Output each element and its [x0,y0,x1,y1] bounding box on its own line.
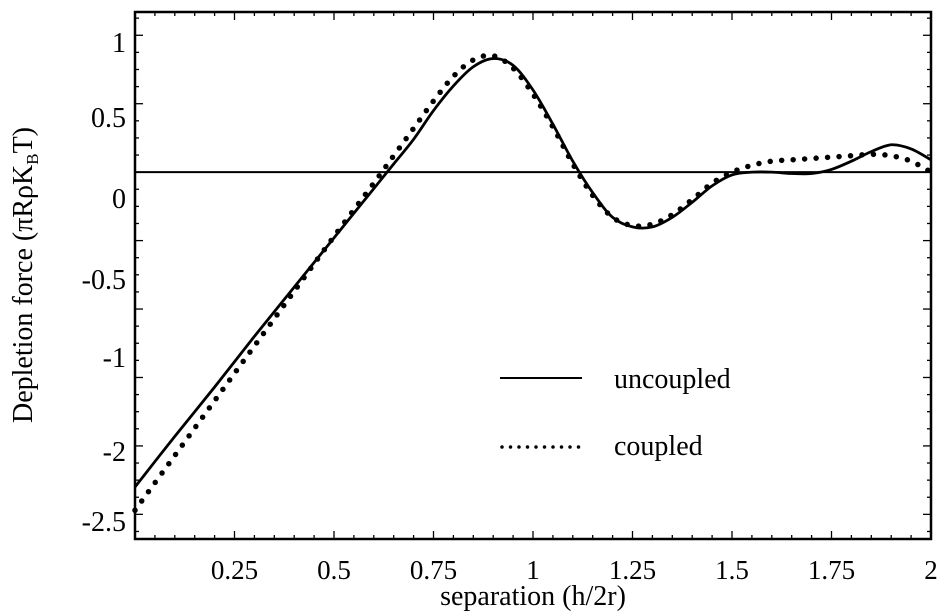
y-tick-label: 1 [112,28,126,59]
y-tick-label: 0.5 [91,103,126,134]
y-tick-label: 0 [112,184,126,215]
x-tick-label: 2 [924,555,938,585]
legend-label-coupled: coupled [614,431,703,462]
y-tick-label: -1 [103,343,126,374]
y-tick-label: -0.5 [82,265,126,296]
x-tick-label: 0.5 [317,555,351,585]
x-tick-label: 1 [526,555,540,585]
series-uncoupled [133,57,932,488]
x-tick-labels: 0.25 0.5 0.75 1 1.25 1.5 1.75 2 [211,555,938,585]
y-tick-labels: 1 0.5 0 -0.5 -1 -2 -2.5 [82,28,126,538]
x-tick-label: 1.5 [715,555,749,585]
legend-label-uncoupled: uncoupled [614,364,731,395]
x-tick-label: 0.75 [410,555,457,585]
x-axis-label: separation (h/2r) [440,581,626,612]
x-tick-label: 1.75 [808,555,855,585]
plot-frame [133,10,933,541]
x-tick-label: 0.25 [211,555,258,585]
legend: uncoupled coupled [500,364,731,462]
y-tick-label: -2 [103,437,126,468]
series-coupled [132,52,934,514]
x-tick-label: 1.25 [609,555,656,585]
y-tick-label: -2.5 [82,507,126,538]
series-group [132,52,934,514]
y-axis-label: Depletion force (πRρKBT) [8,127,42,423]
